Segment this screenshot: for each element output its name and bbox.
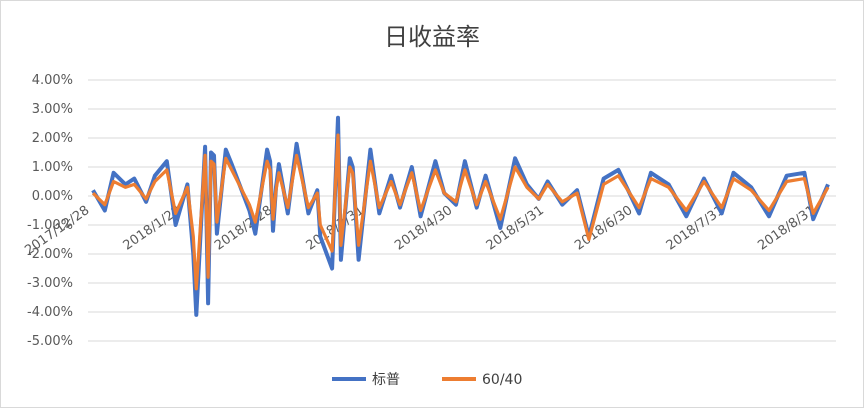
legend-label: 60/40 <box>482 372 522 388</box>
y-tick-label: 4.00% <box>32 73 73 88</box>
y-axis-ticks: 4.00% 3.00% 2.00% 1.00% 0.00% -1.00% -2.00% -3.… <box>27 73 73 349</box>
legend: 标普 60/40 <box>332 372 522 388</box>
series-line <box>91 133 830 291</box>
y-tick-label: -3.00% <box>27 276 73 291</box>
y-tick-label: -4.00% <box>27 305 73 320</box>
y-tick-label: 2.00% <box>32 131 73 146</box>
y-tick-label: -2.00% <box>27 247 73 262</box>
y-tick-label: 0.00% <box>32 189 73 204</box>
y-tick-label: -5.00% <box>27 334 73 349</box>
y-tick-label: -1.00% <box>27 218 73 233</box>
y-tick-label: 3.00% <box>32 102 73 117</box>
chart-title: 日收益率 <box>384 23 480 51</box>
y-tick-label: 1.00% <box>32 160 73 175</box>
legend-label: 标普 <box>372 372 400 388</box>
series-lines <box>91 115 830 317</box>
